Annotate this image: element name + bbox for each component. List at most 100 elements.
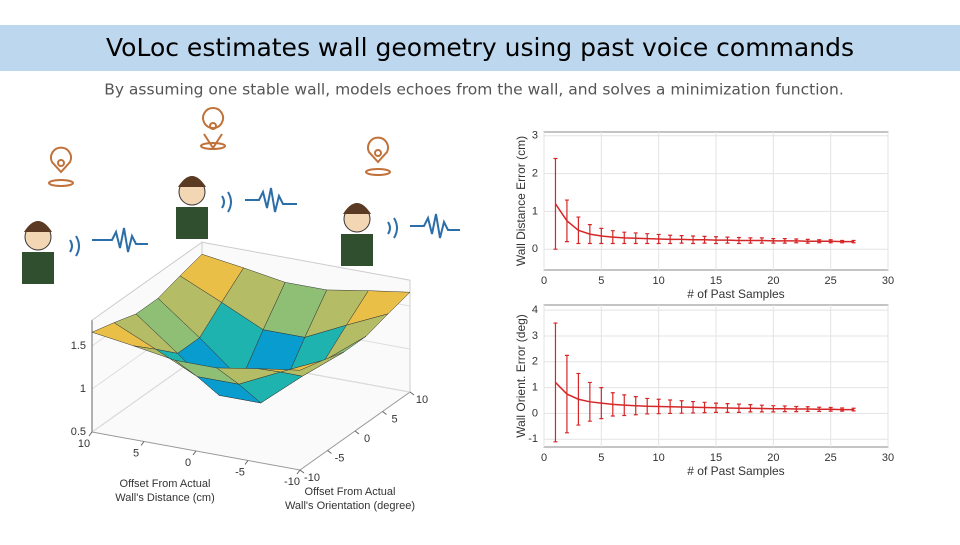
tick-mark [88,431,93,437]
x-tick-label: 15 [710,452,722,464]
d-tick-label: -10 [284,476,300,488]
error-bar [633,396,638,416]
y-tick-label: 3 [532,130,538,142]
tick-mark [354,430,360,435]
tick-mark [299,469,305,474]
tick-mark [409,391,415,396]
title-banner [0,25,960,71]
sound-wave [221,187,297,213]
d-axis-label: Wall's Distance (cm) [115,492,214,504]
y-tick-label: 3 [532,330,538,342]
tick-mark [296,469,301,475]
error-bar [748,237,753,244]
error-bar [553,322,558,443]
d-tick-label: 5 [133,447,139,459]
sound-wave [387,213,460,239]
y-tick-label: 0 [532,243,538,255]
tick-mark [192,450,197,456]
error-bar [794,405,799,413]
y-tick-label: -1 [528,433,538,445]
error-bar [817,406,822,412]
x-tick-label: 20 [767,275,779,287]
error-bar [679,400,684,414]
error-bar [564,199,569,243]
error-bar [633,232,638,245]
o-tick-label: 5 [391,413,397,425]
illustration [22,107,460,284]
error-bar [610,392,615,417]
person [341,203,373,266]
d-tick-label: 0 [185,457,191,469]
y-tick-label: 1 [532,205,538,217]
error-bar [828,406,833,412]
error-bar [702,235,707,244]
error-bar [782,238,787,244]
error-bar [714,236,718,245]
y-tick-label: 2 [532,356,538,368]
tick-mark [244,460,249,465]
x-tick-label: 30 [882,275,894,287]
error-bar [782,405,787,413]
error-bar [576,372,581,426]
d-tick-label: 10 [78,438,90,450]
error-bar [587,224,592,245]
y-tick-label: 4 [532,304,538,316]
error-bar [794,238,799,244]
error-bar [553,157,558,250]
error-bar [656,233,661,245]
z-tick-label: 1.5 [71,340,86,352]
error-bar [736,236,741,245]
tick-mark [140,441,145,446]
person [22,221,54,284]
o-tick-label: -5 [335,452,345,464]
error-bar [736,403,741,414]
error-bar [599,227,604,245]
error-bar [679,234,684,244]
error-bar [576,216,581,245]
error-bar [817,239,822,244]
x-tick-label: 10 [653,275,665,287]
error-bar [587,381,592,422]
error-bar [851,407,856,412]
o-axis-label: Wall's Orientation (degree) [285,500,415,512]
x-tick-label: 5 [598,275,604,287]
d-axis-label: Offset From Actual [120,478,211,490]
error-bar [771,238,776,244]
slide-title: VoLoc estimates wall geometry using past… [106,33,854,62]
error-bar [645,233,650,245]
error-bar [691,400,696,414]
x-tick-label: 0 [541,275,547,287]
pin [365,136,391,176]
error-bar [748,404,753,413]
error-bar [759,404,764,413]
error-bar [805,238,810,244]
x-tick-label: 0 [541,452,547,464]
error-bar [622,231,627,245]
o-tick-label: -10 [304,472,320,484]
x-tick-label: 5 [598,452,604,464]
y-tick-label: 1 [532,382,538,394]
x-tick-label: 20 [767,452,779,464]
error-bar [851,239,856,244]
y-tick-label: 2 [532,167,538,179]
o-axis-label: Offset From Actual [305,486,396,498]
z-tick-label: 0.5 [71,426,86,438]
error-bar [668,234,673,245]
x-tick-label: 30 [882,452,894,464]
error-bar [840,239,845,244]
error-bar [771,405,776,413]
error-bar [645,397,650,415]
slide-subtitle: By assuming one stable wall, models echo… [104,81,844,99]
x-tick-label: 10 [653,452,665,464]
error-bar [714,402,718,414]
z-tick-label: 1 [80,383,86,395]
y-axis-label: Wall Orient. Error (deg) [514,314,528,438]
y-tick-label: 0 [532,407,538,419]
x-axis-label: # of Past Samples [687,287,784,301]
error-bar [725,236,730,244]
y-axis-label: Wall Distance Error (cm) [514,136,528,266]
x-tick-label: 25 [825,452,837,464]
person [176,176,208,239]
